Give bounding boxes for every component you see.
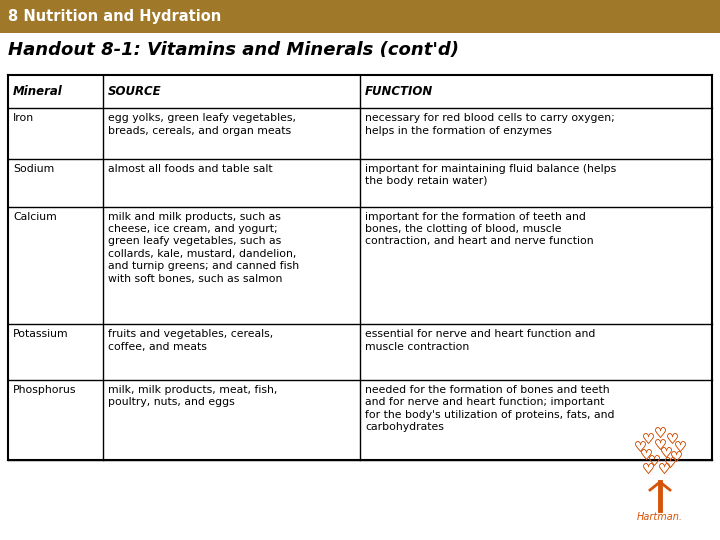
Text: Phosphorus: Phosphorus [13, 384, 76, 395]
Text: 8 Nutrition and Hydration: 8 Nutrition and Hydration [8, 9, 221, 24]
Text: SOURCE: SOURCE [108, 85, 162, 98]
Text: milk, milk products, meat, fish,
poultry, nuts, and eggs: milk, milk products, meat, fish, poultry… [108, 384, 277, 407]
Text: important for maintaining fluid balance (helps
the body retain water): important for maintaining fluid balance … [365, 164, 616, 186]
Text: Potassium: Potassium [13, 329, 68, 340]
Text: milk and milk products, such as
cheese, ice cream, and yogurt;
green leafy veget: milk and milk products, such as cheese, … [108, 212, 300, 284]
Text: necessary for red blood cells to carry oxygen;
helps in the formation of enzymes: necessary for red blood cells to carry o… [365, 113, 615, 136]
Text: essential for nerve and heart function and
muscle contraction: essential for nerve and heart function a… [365, 329, 595, 352]
Text: Hartman.: Hartman. [637, 512, 683, 522]
Text: needed for the formation of bones and teeth
and for nerve and heart function; im: needed for the formation of bones and te… [365, 384, 614, 432]
Text: important for the formation of teeth and
bones, the clotting of blood, muscle
co: important for the formation of teeth and… [365, 212, 593, 246]
Text: FUNCTION: FUNCTION [365, 85, 433, 98]
Text: egg yolks, green leafy vegetables,
breads, cereals, and organ meats: egg yolks, green leafy vegetables, bread… [108, 113, 296, 136]
Text: Calcium: Calcium [13, 212, 57, 222]
Bar [0, 0, 720, 33]
Text: Sodium: Sodium [13, 164, 54, 174]
Text: Iron: Iron [13, 113, 34, 123]
Text: Handout 8-1: Vitamins and Minerals (cont'd): Handout 8-1: Vitamins and Minerals (cont… [8, 42, 459, 59]
Text: fruits and vegetables, cereals,
coffee, and meats: fruits and vegetables, cereals, coffee, … [108, 329, 274, 352]
Text: Mineral: Mineral [13, 85, 63, 98]
Text: almost all foods and table salt: almost all foods and table salt [108, 164, 273, 174]
